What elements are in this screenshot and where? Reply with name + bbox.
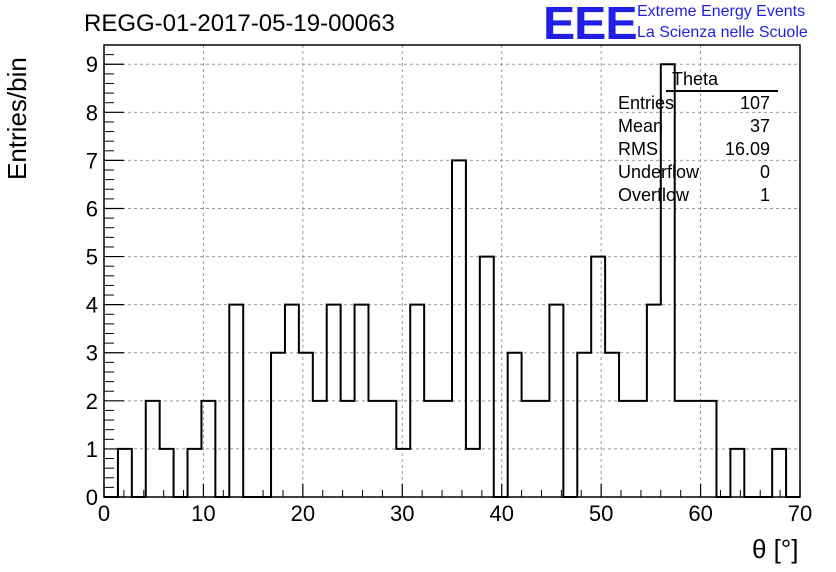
eee-logo: EEE [543, 0, 638, 49]
brand-line-1: Extreme Energy Events [637, 3, 806, 20]
histogram-outline [104, 63, 800, 498]
y-axis-label: Entries/bin [2, 57, 32, 180]
x-tick-label: 10 [191, 501, 215, 526]
plot-frame [103, 44, 801, 498]
y-tick-label: 5 [86, 245, 98, 270]
x-tick-labels: 0 10 20 30 40 50 60 70 [98, 501, 812, 526]
x-tick-label: 60 [688, 501, 712, 526]
chart-title: REGG-01-2017-05-19-00063 [84, 10, 395, 37]
stat-row-entries: Entries 107 [612, 92, 778, 115]
y-tick-label: 4 [86, 293, 98, 318]
stats-box: Theta Entries 107 Mean 37 RMS 16.09 Unde… [612, 68, 778, 207]
x-tick-label: 40 [489, 501, 513, 526]
stat-label: RMS [618, 139, 658, 159]
y-tick-label: 2 [86, 389, 98, 414]
stat-label: Overflow [618, 185, 690, 205]
x-tick-label: 50 [589, 501, 613, 526]
y-tick-label: 9 [86, 52, 98, 77]
stat-value: 37 [749, 116, 770, 136]
stat-value: 107 [739, 93, 770, 113]
brand-line-2: La Scienza nelle Scuole [637, 24, 808, 41]
stat-row-mean: Mean 37 [612, 115, 778, 138]
stat-label: Entries [618, 93, 675, 113]
stat-value: 1 [759, 185, 770, 205]
stat-label: Underflow [618, 162, 700, 182]
x-tick-label: 0 [98, 501, 110, 526]
x-axis-label: θ [°] [752, 534, 799, 564]
stat-value: 16.09 [724, 139, 770, 159]
y-tick-label: 8 [86, 100, 98, 125]
stat-row-rms: RMS 16.09 [612, 138, 778, 161]
x-tick-label: 30 [390, 501, 414, 526]
y-tick-label: 3 [86, 341, 98, 366]
y-tick-label: 1 [86, 437, 98, 462]
stats-title: Theta [666, 68, 778, 92]
stat-label: Mean [618, 116, 664, 136]
stat-row-underflow: Underflow 0 [612, 161, 778, 184]
stat-value: 0 [759, 162, 770, 182]
stat-row-overflow: Overflow 1 [612, 184, 778, 207]
axis-ticks [103, 44, 801, 498]
x-tick-label: 70 [788, 501, 812, 526]
y-tick-label: 7 [86, 148, 98, 173]
y-tick-label: 6 [86, 196, 98, 221]
y-tick-label: 0 [86, 485, 98, 510]
y-tick-labels: 0 1 2 3 4 5 6 7 8 9 [86, 52, 98, 510]
x-tick-label: 20 [291, 501, 315, 526]
